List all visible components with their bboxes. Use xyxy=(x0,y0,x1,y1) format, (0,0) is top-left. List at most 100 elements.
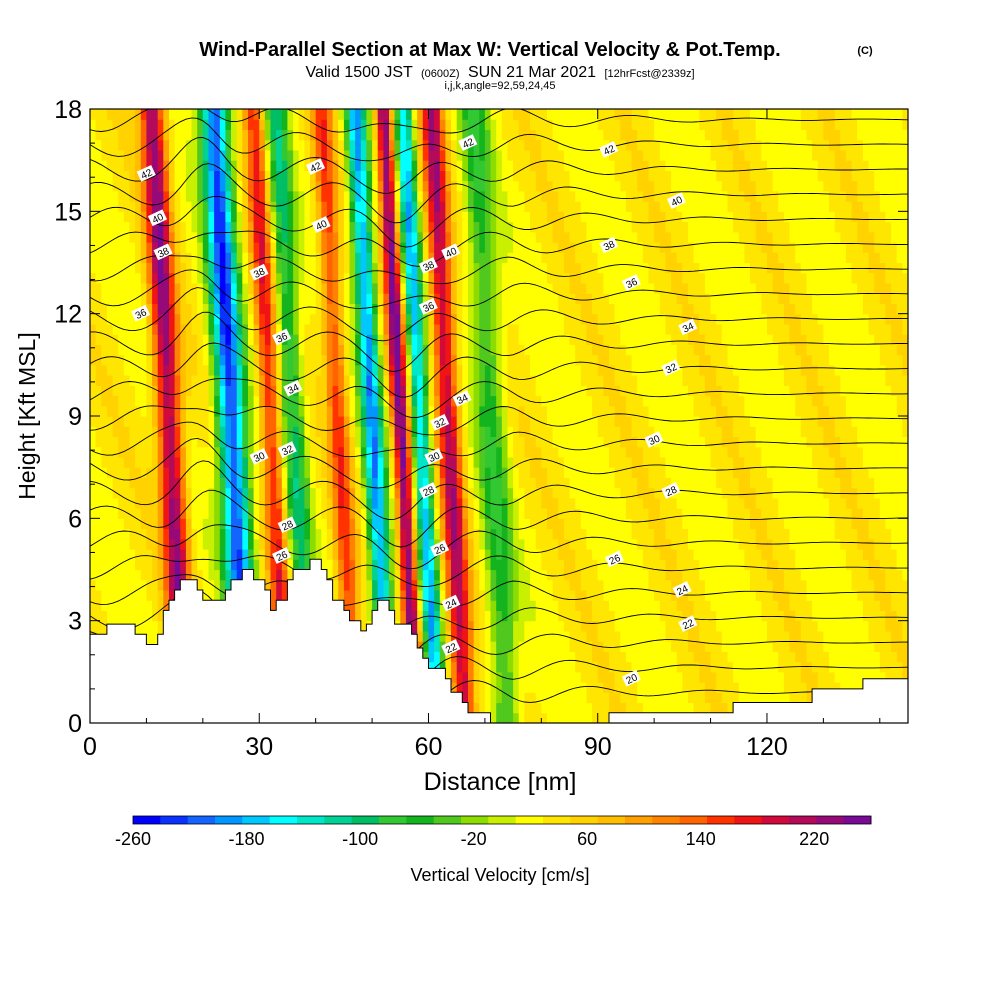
velocity-cell xyxy=(851,549,858,560)
velocity-cell xyxy=(614,641,621,652)
velocity-cell xyxy=(727,426,734,437)
velocity-cell xyxy=(417,559,424,571)
velocity-cell xyxy=(484,682,492,693)
velocity-cell xyxy=(394,436,401,448)
velocity-cell xyxy=(806,446,813,458)
velocity-cell xyxy=(231,364,238,376)
velocity-cell xyxy=(654,405,661,417)
velocity-cell xyxy=(659,467,666,478)
velocity-cell xyxy=(501,702,508,714)
velocity-cell xyxy=(710,436,717,448)
velocity-cell xyxy=(513,661,520,673)
velocity-cell xyxy=(231,395,238,407)
velocity-cell xyxy=(676,702,683,714)
velocity-cell xyxy=(800,528,807,540)
velocity-cell xyxy=(338,426,345,437)
velocity-cell xyxy=(857,579,864,591)
velocity-cell xyxy=(231,528,238,540)
velocity-cell xyxy=(552,712,559,723)
velocity-cell xyxy=(129,600,136,611)
velocity-cell xyxy=(874,600,881,611)
velocity-cell xyxy=(231,416,238,427)
velocity-cell xyxy=(456,487,463,499)
velocity-cell xyxy=(688,651,695,663)
velocity-cell xyxy=(575,692,582,704)
velocity-cell xyxy=(738,456,745,468)
velocity-cell xyxy=(817,375,824,386)
velocity-cell xyxy=(490,692,497,704)
velocity-cell xyxy=(783,651,791,663)
velocity-cell xyxy=(259,569,266,581)
velocity-cell xyxy=(558,538,565,550)
velocity-cell xyxy=(834,518,841,530)
velocity-cell xyxy=(530,702,537,714)
velocity-cell xyxy=(710,508,717,519)
velocity-cell xyxy=(817,538,824,550)
velocity-cell xyxy=(422,549,429,560)
velocity-cell xyxy=(535,671,542,683)
velocity-cell xyxy=(693,395,700,407)
velocity-cell xyxy=(451,610,458,622)
velocity-cell xyxy=(513,518,520,530)
velocity-cell xyxy=(789,559,796,571)
velocity-cell xyxy=(783,630,791,642)
velocity-cell xyxy=(405,518,413,530)
velocity-cell xyxy=(174,446,181,458)
velocity-cell xyxy=(642,426,650,437)
velocity-cell xyxy=(682,467,689,478)
velocity-cell xyxy=(343,416,351,427)
velocity-cell xyxy=(140,395,147,407)
velocity-cell xyxy=(800,456,807,468)
velocity-cell xyxy=(501,712,508,723)
velocity-cell xyxy=(704,692,712,704)
velocity-cell xyxy=(197,518,204,530)
velocity-cell xyxy=(332,426,339,437)
velocity-cell xyxy=(552,600,559,611)
velocity-cell xyxy=(614,579,621,591)
velocity-cell xyxy=(603,630,610,642)
velocity-cell xyxy=(315,395,322,407)
velocity-cell xyxy=(513,590,520,601)
velocity-cell xyxy=(547,579,554,591)
velocity-cell xyxy=(789,528,796,540)
velocity-cell xyxy=(637,416,644,427)
velocity-cell xyxy=(609,477,616,489)
velocity-cell xyxy=(671,518,678,530)
velocity-cell xyxy=(496,692,503,704)
velocity-cell xyxy=(197,456,204,468)
velocity-cell xyxy=(310,395,317,407)
velocity-cell xyxy=(355,569,362,581)
velocity-cell xyxy=(157,497,164,509)
velocity-cell xyxy=(422,497,429,509)
velocity-cell xyxy=(169,385,176,397)
velocity-cell xyxy=(642,549,650,560)
velocity-cell xyxy=(845,671,853,683)
velocity-cell xyxy=(874,538,881,550)
velocity-cell xyxy=(90,600,97,611)
velocity-cell xyxy=(389,487,396,499)
velocity-cell xyxy=(857,395,864,407)
velocity-cell xyxy=(530,446,537,458)
velocity-cell xyxy=(225,385,232,397)
velocity-cell xyxy=(699,426,706,437)
velocity-cell xyxy=(411,487,418,499)
velocity-cell xyxy=(817,630,824,642)
velocity-cell xyxy=(620,538,627,550)
velocity-cell xyxy=(496,416,503,427)
velocity-cell xyxy=(411,375,418,386)
velocity-cell xyxy=(671,405,678,417)
velocity-cell xyxy=(428,651,435,663)
velocity-cell xyxy=(298,487,305,499)
velocity-cell xyxy=(123,405,130,417)
velocity-cell xyxy=(293,559,300,571)
velocity-cell xyxy=(468,569,475,581)
velocity-cell xyxy=(891,620,898,632)
velocity-cell xyxy=(896,671,903,683)
velocity-cell xyxy=(112,579,119,591)
velocity-cell xyxy=(366,385,373,397)
velocity-cell xyxy=(360,610,367,622)
velocity-cell xyxy=(744,641,751,652)
velocity-cell xyxy=(817,467,824,478)
velocity-cell xyxy=(417,487,424,499)
velocity-cell xyxy=(778,518,785,530)
